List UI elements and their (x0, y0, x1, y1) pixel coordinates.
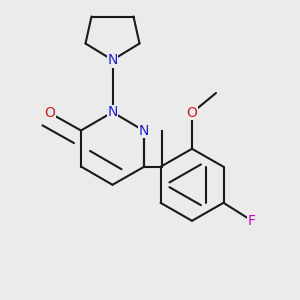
Text: F: F (248, 214, 256, 228)
Text: O: O (187, 106, 197, 120)
Text: N: N (139, 124, 149, 138)
Text: N: N (107, 53, 118, 67)
Text: O: O (44, 106, 55, 120)
Text: N: N (107, 105, 118, 119)
